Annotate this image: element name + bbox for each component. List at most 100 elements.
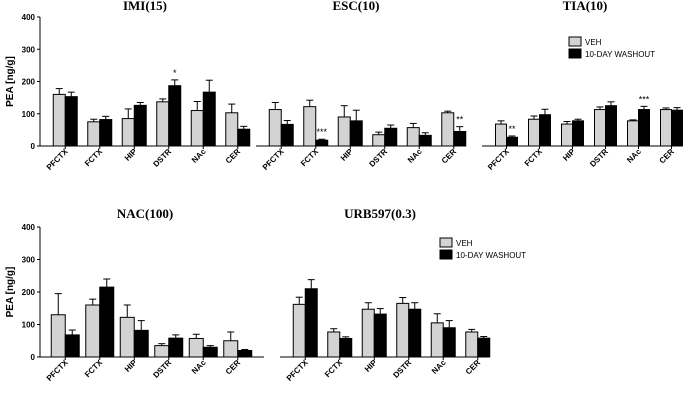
bar-veh xyxy=(223,340,239,358)
x-tick-label: HIP xyxy=(363,358,379,374)
y-tick-label: 0 xyxy=(31,353,36,362)
significance-marker: ** xyxy=(456,115,464,125)
bar-washout xyxy=(539,114,551,147)
bar-veh xyxy=(188,337,204,358)
x-tick-label: CER xyxy=(464,358,482,376)
x-tick-label: CER xyxy=(224,358,242,376)
bar-veh xyxy=(327,331,341,358)
bar-veh xyxy=(660,109,672,147)
chart-panel-3: TIA(10)PFCTX FCTX HIP DSTR NAc CER***** xyxy=(482,0,683,172)
legend-swatch xyxy=(439,237,453,248)
x-tick-label: PFCTX xyxy=(285,358,310,383)
bar-veh xyxy=(292,303,306,358)
x-tick-label: PFCTX xyxy=(261,147,286,172)
x-tick-label: NAc xyxy=(190,358,208,376)
x-tick-label: DSTR xyxy=(151,147,173,169)
x-tick-label: HIP xyxy=(123,147,139,163)
y-axis-label: PEA [ng/g] xyxy=(5,267,16,318)
bar-veh xyxy=(528,118,540,147)
x-tick-label: FCTX xyxy=(323,358,345,380)
bar-washout xyxy=(133,329,149,358)
bar-washout xyxy=(506,136,518,147)
bar-washout xyxy=(638,109,650,147)
x-tick-label: NAc xyxy=(406,147,424,165)
bar-washout xyxy=(453,130,467,147)
y-tick-label: 400 xyxy=(22,223,36,232)
bar-washout xyxy=(304,288,318,358)
significance-marker: *** xyxy=(639,94,650,104)
legend-label: VEH xyxy=(456,239,473,248)
x-tick-label: CER xyxy=(224,147,242,165)
significance-marker: * xyxy=(173,68,177,78)
bar-washout xyxy=(373,313,387,358)
bar-veh xyxy=(87,121,101,147)
bar-washout xyxy=(168,337,184,358)
bar-veh xyxy=(396,302,410,358)
legend-label: 10-DAY WASHOUT xyxy=(585,50,655,59)
bar-washout xyxy=(418,134,432,147)
chart-panel-1: IMI(15) 0 100 200 300 400 PEA [ng/g] PFCTX FCTX H… xyxy=(5,0,251,172)
x-tick-label: CER xyxy=(658,147,676,165)
y-tick-label: 300 xyxy=(22,256,36,265)
x-tick-label: PFCTX xyxy=(45,147,70,172)
x-tick-label: DSTR xyxy=(151,358,173,380)
y-tick-label: 200 xyxy=(22,78,36,87)
bar-washout xyxy=(237,350,253,358)
bar-veh xyxy=(119,316,135,358)
x-tick-label: HIP xyxy=(561,147,577,163)
significance-marker: ** xyxy=(508,124,516,134)
legend-swatch xyxy=(568,36,582,47)
bar-veh xyxy=(361,308,375,358)
bar-veh xyxy=(225,112,239,147)
y-axis-label: PEA [ng/g] xyxy=(5,56,16,107)
bar-veh xyxy=(52,93,66,147)
bar-washout xyxy=(349,120,363,147)
x-tick-label: HIP xyxy=(123,358,139,374)
bar-washout xyxy=(408,308,422,358)
bar-washout xyxy=(64,96,78,147)
bar-veh xyxy=(594,109,606,147)
bar-veh xyxy=(561,123,573,147)
bar-veh xyxy=(495,123,507,147)
bar-washout xyxy=(315,139,329,147)
bar-washout xyxy=(384,127,398,147)
legend: VEH 10-DAY WASHOUT xyxy=(568,36,655,59)
bar-washout xyxy=(477,337,491,358)
x-tick-label: FCTX xyxy=(299,147,321,169)
x-tick-label: NAc xyxy=(190,147,208,165)
x-tick-label: NAc xyxy=(625,147,643,165)
bar-washout xyxy=(168,85,182,147)
bar-washout xyxy=(605,105,617,147)
legend-label: 10-DAY WASHOUT xyxy=(456,251,526,260)
bar-washout xyxy=(133,104,147,147)
y-tick-label: 400 xyxy=(22,13,36,22)
bar-veh xyxy=(121,118,135,147)
bar-washout xyxy=(202,91,216,147)
bar-washout xyxy=(237,128,251,147)
bar-veh xyxy=(156,101,170,147)
bar-washout xyxy=(442,327,456,358)
legend-swatch xyxy=(568,48,582,59)
chart-title: NAC(100) xyxy=(117,206,173,221)
bar-washout xyxy=(671,109,683,147)
x-tick-label: FCTX xyxy=(523,147,545,169)
bar-veh xyxy=(337,116,351,147)
bar-veh xyxy=(627,120,639,147)
x-tick-label: DSTR xyxy=(588,147,610,169)
y-tick-label: 300 xyxy=(22,45,36,54)
chart-title: URB597(0.3) xyxy=(344,206,416,221)
bar-veh xyxy=(154,345,170,358)
x-tick-label: FCTX xyxy=(83,358,105,380)
bar-veh xyxy=(465,331,479,358)
x-tick-label: FCTX xyxy=(83,147,105,169)
bar-washout xyxy=(99,286,115,358)
bar-veh xyxy=(190,110,204,147)
chart-panel-2: ESC(10)PFCTX FCTX HIP DSTR NAc CER***** xyxy=(256,0,467,172)
y-tick-label: 200 xyxy=(22,288,36,297)
bar-veh xyxy=(441,112,455,147)
bar-washout xyxy=(99,119,113,147)
bar-veh xyxy=(406,127,420,147)
bar-washout xyxy=(572,120,584,147)
y-tick-label: 100 xyxy=(22,110,36,119)
